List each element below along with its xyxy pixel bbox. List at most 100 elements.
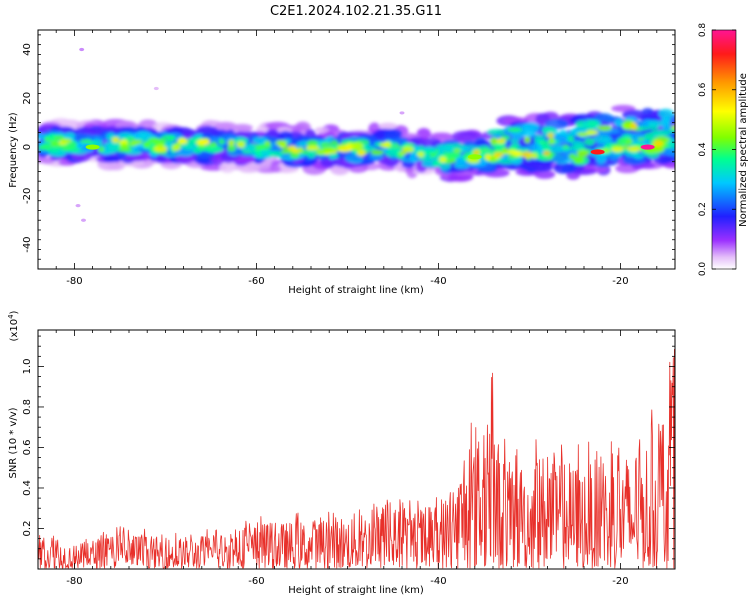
snr-multiplier: (x104) [7, 310, 20, 341]
colorbar-tick-label: 0.2 [698, 202, 708, 216]
spectrogram-cell [119, 143, 130, 150]
spectrogram-cell [175, 154, 195, 164]
spectrogram-cell [154, 154, 168, 163]
spectrogram-cell [186, 144, 194, 149]
spectrogram-cell [125, 154, 146, 162]
spectrogram-cell [171, 144, 181, 152]
spectrogram-cell [484, 154, 492, 161]
spectrogram-cell [128, 141, 138, 147]
spectrogram-cell [487, 129, 507, 136]
x-tick-label: -80 [66, 576, 82, 587]
spectrogram-cell [567, 135, 575, 143]
spectrogram-cell [577, 132, 589, 137]
y-tick-label: 0.4 [22, 480, 33, 496]
spectrogram-cell [380, 142, 389, 148]
spectrogram-cell [209, 136, 219, 142]
spectrogram-cell [541, 143, 552, 152]
colorbar-tick-label: 0.0 [698, 262, 708, 277]
spectrogram-cell [587, 120, 599, 128]
spectrogram-cell [337, 146, 352, 153]
spectrogram-cell [402, 146, 414, 153]
spectrogram-cell [546, 144, 567, 153]
snr-x-axis-label: Height of straight line (km) [288, 585, 424, 596]
spectrogram-hotspot [640, 144, 655, 150]
spectrogram-cell [616, 137, 628, 145]
spectrogram-cell [453, 148, 462, 153]
spectrogram-cell [551, 154, 568, 163]
spectrogram-cell [595, 154, 607, 164]
spectrogram-cell [307, 152, 316, 159]
spectrogram-cell [536, 154, 549, 161]
spectrogram-cell [68, 147, 81, 152]
snr-x-ticks: -80 -60 -40 -20 [37, 330, 676, 587]
spectrogram-outlier [79, 47, 85, 52]
spectrogram-cell [432, 160, 443, 167]
spectrogram-cell [260, 149, 270, 156]
spectrogram-cell [275, 140, 288, 146]
spectrogram-cell [507, 127, 523, 133]
spectrogram-cell [543, 151, 550, 156]
spectrogram-cell [658, 108, 674, 119]
spectrogram-cell [665, 148, 675, 157]
spectrogram-outlier [75, 203, 81, 208]
x-tick-label: -20 [612, 576, 628, 587]
spectrogram-cell [621, 123, 632, 129]
spectrogram-cell [561, 163, 576, 174]
spectrogram-cell [571, 141, 586, 146]
spectrogram-cell [521, 151, 533, 158]
spectrogram-cell [399, 151, 407, 156]
spectrogram-cell [671, 125, 675, 130]
spectrogram-cell [592, 135, 612, 144]
spectrogram-cell [496, 138, 506, 144]
spectrogram-frame [37, 29, 676, 270]
spectrogram-x-axis-label: Height of straight line (km) [288, 285, 424, 296]
spectrogram-cell [652, 140, 664, 147]
spectrogram-cell [446, 152, 461, 159]
spectrogram-y-ticks: -40 -20 0 20 40 [22, 34, 675, 270]
spectrogram-cell [439, 162, 451, 170]
spectrogram-cell [641, 108, 654, 115]
y-tick-label: 0 [22, 144, 33, 150]
spectrogram-cell [315, 127, 329, 134]
spectrogram-cell [356, 149, 366, 157]
spectrogram-cell [625, 151, 639, 157]
x-tick-label: -40 [430, 276, 446, 287]
spectrogram-cell [168, 135, 176, 140]
x-tick-label: -60 [248, 276, 264, 287]
spectrogram-cell [647, 120, 663, 127]
spectrogram-cell [651, 129, 671, 137]
spectrogram-cell [611, 146, 624, 153]
spectrogram-cell [531, 152, 538, 159]
spectrogram-cell [177, 137, 188, 144]
spectrogram-x-ticks: -80 -60 -40 -20 [37, 30, 676, 287]
spectrogram-cell [370, 149, 384, 156]
snr-frame [37, 329, 676, 570]
y-tick-label: 0.8 [22, 399, 33, 415]
spectrogram-cell [363, 146, 376, 152]
spectrogram-cell [218, 138, 225, 145]
chart-title: C2E1.2024.102.21.35.G11 [270, 4, 442, 19]
spectrogram-cell [378, 122, 398, 130]
spectrogram-cell [609, 155, 618, 160]
spectrogram-outlier [153, 86, 159, 91]
spectrogram-cell [629, 148, 639, 153]
spectrogram-cell [264, 140, 271, 146]
spectrogram-cell [40, 143, 52, 151]
spectrogram-cell [316, 149, 325, 156]
spectrogram-cell [79, 139, 93, 144]
colorbar-ticks: 0.0 0.2 0.4 0.6 0.8 [698, 23, 736, 277]
y-tick-label: 0.2 [22, 521, 33, 537]
spectrogram-cell [142, 141, 151, 148]
spectrogram-cell [305, 145, 320, 151]
spectrogram-cell [227, 139, 235, 147]
spectrogram-outlier [399, 111, 405, 115]
spectrogram-cell [193, 147, 203, 154]
snr-y-ticks: 0.2 0.4 0.6 0.8 1.0 [22, 335, 675, 560]
spectrogram-cell [209, 145, 224, 153]
spectrogram-cell [49, 133, 57, 142]
colorbar-tick-label: 0.6 [698, 82, 708, 97]
snr-y-axis-label: SNR (10 * v/v) [8, 407, 19, 478]
spectrogram-cell [544, 118, 569, 130]
spectrogram-cell [388, 146, 402, 152]
